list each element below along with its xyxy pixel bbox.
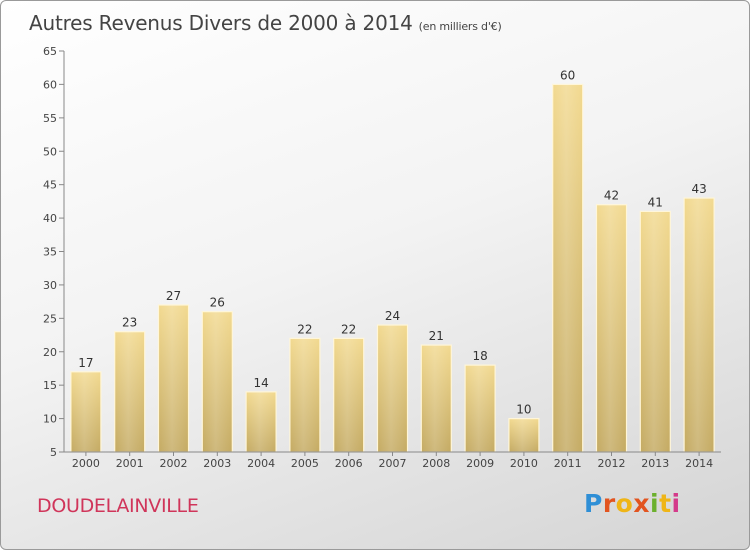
x-tick-label-2010: 2010 — [510, 457, 538, 470]
bar-highlight — [289, 338, 320, 452]
x-tick-label-2009: 2009 — [466, 457, 494, 470]
y-tick-label: 40 — [43, 212, 57, 225]
bar-highlight — [465, 365, 496, 452]
x-tick-label-2012: 2012 — [598, 457, 626, 470]
y-tick-label: 5 — [50, 446, 57, 459]
proxiti-logo: Proxiti — [584, 489, 681, 518]
y-tick-label: 30 — [43, 279, 57, 292]
x-tick-label-2004: 2004 — [247, 457, 275, 470]
bar-highlight — [684, 198, 715, 452]
x-tick-label-2006: 2006 — [335, 457, 363, 470]
x-tick-label-2000: 2000 — [72, 457, 100, 470]
bar-highlight — [202, 311, 233, 452]
bar-highlight — [377, 325, 408, 452]
data-label-2006: 22 — [341, 322, 356, 336]
chart-title-text: Autres Revenus Divers de 2000 à 2014 — [29, 11, 413, 35]
data-label-2009: 18 — [472, 349, 487, 363]
data-label-2008: 21 — [429, 329, 444, 343]
data-label-2007: 24 — [385, 309, 400, 323]
data-label-2005: 22 — [297, 322, 312, 336]
data-label-2001: 23 — [122, 316, 137, 330]
bar-highlight — [596, 204, 627, 452]
bar-highlight — [421, 345, 452, 452]
data-label-2010: 10 — [516, 403, 531, 417]
y-tick-label: 65 — [43, 45, 57, 58]
location-name: DOUDELAINVILLE — [37, 495, 199, 517]
y-tick-label: 35 — [43, 246, 57, 259]
bar-highlight — [70, 371, 101, 452]
y-tick-label: 20 — [43, 346, 57, 359]
bar-highlight — [640, 211, 671, 452]
x-tick-label-2003: 2003 — [203, 457, 231, 470]
data-label-2000: 17 — [78, 356, 93, 370]
bar-highlight — [114, 331, 145, 452]
y-tick-label: 15 — [43, 379, 57, 392]
x-tick-label-2014: 2014 — [685, 457, 713, 470]
chart-subtitle: (en milliers d'€) — [418, 20, 502, 33]
y-tick-label: 25 — [43, 312, 57, 325]
x-tick-label-2001: 2001 — [116, 457, 144, 470]
x-tick-label-2011: 2011 — [554, 457, 582, 470]
x-tick-label-2013: 2013 — [641, 457, 669, 470]
data-label-2011: 60 — [560, 68, 575, 82]
data-label-2012: 42 — [604, 189, 619, 203]
x-tick-label-2007: 2007 — [379, 457, 407, 470]
x-tick-label-2002: 2002 — [160, 457, 188, 470]
data-label-2004: 14 — [253, 376, 268, 390]
bar-highlight — [508, 418, 539, 452]
y-tick-label: 55 — [43, 112, 57, 125]
x-tick-label-2008: 2008 — [422, 457, 450, 470]
bar-highlight — [246, 391, 277, 452]
y-tick-label: 10 — [43, 413, 57, 426]
data-label-2014: 43 — [691, 182, 706, 196]
y-tick-label: 50 — [43, 145, 57, 158]
data-label-2003: 26 — [210, 296, 225, 310]
data-label-2013: 41 — [648, 195, 663, 209]
data-label-2002: 27 — [166, 289, 181, 303]
y-tick-label: 45 — [43, 179, 57, 192]
bar-highlight — [333, 338, 364, 452]
y-tick-label: 60 — [43, 78, 57, 91]
bar-highlight — [158, 304, 189, 452]
bar-highlight — [552, 84, 583, 453]
x-tick-label-2005: 2005 — [291, 457, 319, 470]
chart-title: Autres Revenus Divers de 2000 à 2014 (en … — [29, 11, 502, 35]
